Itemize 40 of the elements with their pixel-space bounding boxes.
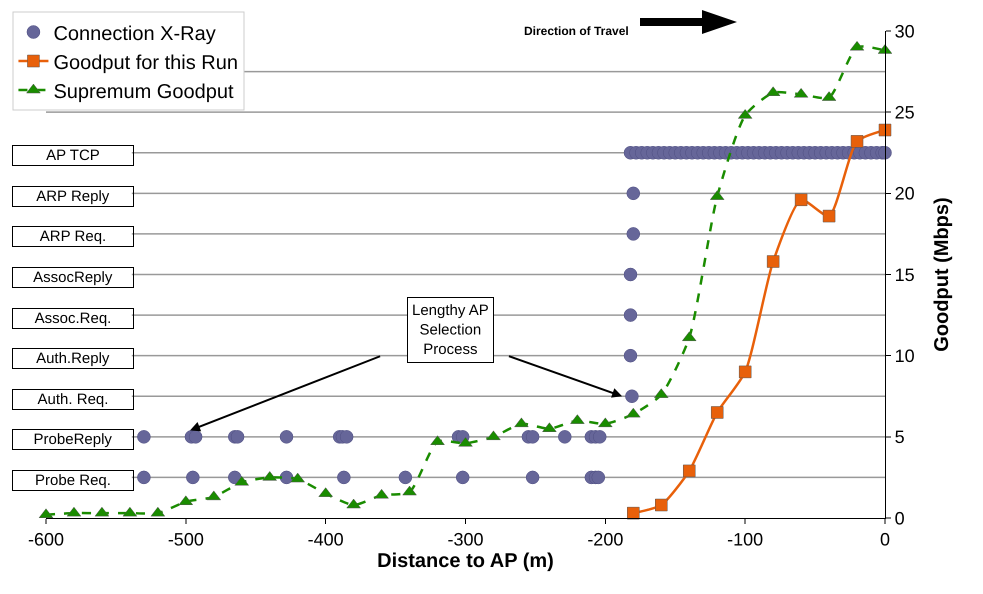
ref-line-label: AssocReply	[33, 269, 113, 286]
x-axis-title: Distance to AP (m)	[377, 550, 554, 572]
point	[878, 124, 892, 136]
y-tick-label: 0	[894, 508, 905, 528]
x-tick-label: -400	[308, 530, 344, 550]
annotation: Lengthy AP Selection Process	[412, 302, 489, 358]
x-tick-label: -500	[168, 530, 204, 550]
point	[794, 194, 808, 206]
y-tick-label: 25	[894, 102, 915, 122]
point	[710, 406, 724, 419]
point	[738, 366, 752, 378]
ref-line-label: Assoc.Req.	[34, 310, 112, 327]
y-tick-label: 15	[894, 264, 915, 285]
point	[682, 464, 696, 478]
y-tick-label: 20	[894, 184, 915, 204]
ref-line-label: Auth. Req.	[38, 391, 108, 408]
y-tick-label: 5	[894, 427, 905, 448]
x-tick-label: -100	[727, 530, 764, 550]
y-tick-label: 10	[894, 346, 915, 366]
point	[822, 210, 836, 222]
legend-label: Goodput for this Run	[53, 52, 238, 74]
x-tick-label: -300	[447, 530, 484, 550]
x-tick-label: -600	[28, 530, 64, 550]
ref-line-label: AP TCP	[46, 147, 100, 164]
point	[766, 255, 780, 268]
ref-line-label: Probe Req.	[35, 472, 111, 489]
point	[655, 498, 668, 512]
point	[850, 135, 864, 148]
legend-label: Connection X-Ray	[53, 22, 216, 45]
ref-line-label: Auth.Reply	[36, 350, 110, 367]
ref-line-label: ARP Reply	[36, 188, 110, 205]
y-axis-title: Goodput (Mbps)	[931, 197, 954, 352]
annotation: Direction of Travel	[524, 24, 629, 38]
legend-label: Supremum Goodput	[53, 80, 234, 103]
ref-line-label: ProbeReply	[34, 431, 112, 448]
point	[627, 506, 640, 520]
x-tick-label: -200	[587, 530, 624, 550]
x-tick-label: 0	[880, 530, 890, 550]
y-tick-label: 30	[894, 21, 915, 42]
ref-line-label: ARP Req.	[40, 228, 106, 245]
